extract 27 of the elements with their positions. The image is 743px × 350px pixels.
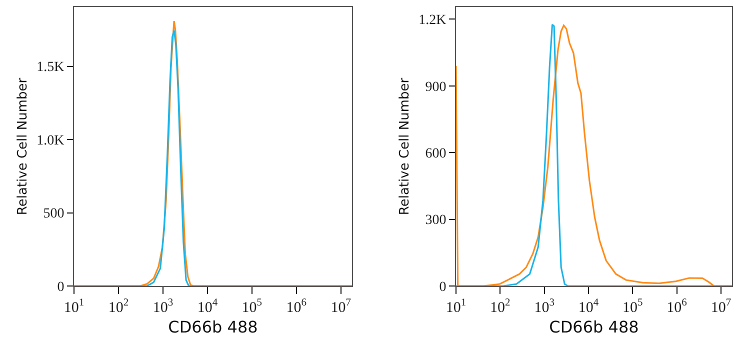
x-tick-label: 10$^{6}$ <box>666 298 687 316</box>
y-tick-label: 1.0K <box>36 133 64 148</box>
x-tick-label: 10$^{7}$ <box>710 298 732 316</box>
y-tick-label: 500 <box>43 206 64 222</box>
x-tick-label: 10$^{5}$ <box>242 298 262 316</box>
y-tick-label: 0 <box>57 280 64 295</box>
y-axis-title: Relative Cell Number <box>16 77 31 216</box>
x-tick-label: 10$^{2}$ <box>490 298 510 316</box>
x-tick-label: 10$^{6}$ <box>286 298 307 316</box>
x-tick-label: 10$^{3}$ <box>534 298 554 316</box>
y-axis-title: Relative Cell Number <box>398 77 413 216</box>
x-tick-label: 10$^{1}$ <box>64 298 84 316</box>
x-axis-title: CD66b 488 <box>168 318 258 337</box>
y-tick-label: 900 <box>425 80 446 95</box>
x-tick-label: 10$^{5}$ <box>622 298 643 316</box>
x-tick-label: 10$^{7}$ <box>330 298 352 316</box>
y-tick-label: 0 <box>439 280 446 295</box>
y-tick-label: 300 <box>425 213 446 228</box>
x-tick-label: 10$^{1}$ <box>446 298 466 316</box>
x-tick-label: 10$^{3}$ <box>152 298 174 316</box>
x-tick-label: 10$^{4}$ <box>578 298 600 316</box>
y-tick-label: 600 <box>425 146 446 162</box>
y-tick-label: 1.5K <box>36 60 64 76</box>
x-axis-title: CD66b 488 <box>549 318 639 337</box>
y-tick-label: 1.2K <box>418 13 446 28</box>
x-tick-label: 10$^{2}$ <box>108 298 129 316</box>
x-tick-label: 10$^{4}$ <box>197 298 218 316</box>
